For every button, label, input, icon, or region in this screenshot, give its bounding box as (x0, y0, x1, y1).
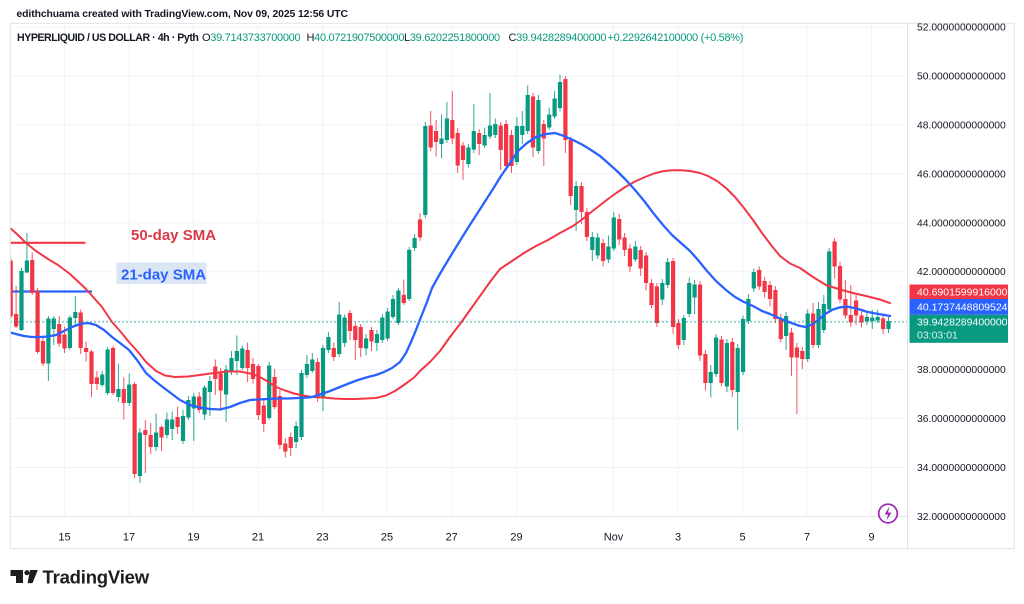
svg-text:39.9428289400000: 39.9428289400000 (917, 317, 1008, 329)
svg-text:9: 9 (868, 532, 874, 544)
svg-text:36.0000000000000: 36.0000000000000 (917, 414, 1006, 425)
svg-text:Nov: Nov (604, 532, 624, 544)
svg-text:34.0000000000000: 34.0000000000000 (917, 463, 1006, 474)
svg-text:40.6901599916000: 40.6901599916000 (917, 287, 1008, 299)
svg-text:edithchuama created with Tradi: edithchuama created with TradingView.com… (17, 9, 349, 20)
svg-text:29: 29 (510, 532, 522, 544)
svg-text:50-day SMA: 50-day SMA (131, 227, 216, 244)
svg-text:44.0000000000000: 44.0000000000000 (917, 218, 1006, 229)
svg-text:32.0000000000000: 32.0000000000000 (917, 512, 1006, 523)
svg-text:C39.9428289400000: C39.9428289400000 (509, 32, 607, 44)
svg-text:+0.2292642100000 (+0.58%): +0.2292642100000 (+0.58%) (608, 32, 744, 44)
svg-text:17: 17 (123, 532, 135, 544)
svg-text:50.0000000000000: 50.0000000000000 (917, 71, 1006, 82)
svg-text:7: 7 (804, 532, 810, 544)
svg-text:O39.7143733700000: O39.7143733700000 (202, 32, 300, 44)
svg-text:27: 27 (446, 532, 458, 544)
svg-text:21-day SMA: 21-day SMA (121, 267, 206, 284)
svg-text:42.0000000000000: 42.0000000000000 (917, 267, 1006, 278)
svg-text:TradingView: TradingView (43, 567, 150, 588)
svg-text:H40.0721907500000: H40.0721907500000 (307, 32, 405, 44)
svg-text:HYPERLIQUID / US DOLLAR · 4h ·: HYPERLIQUID / US DOLLAR · 4h · Pyth (17, 32, 198, 44)
svg-text:03:03:01: 03:03:01 (917, 330, 958, 342)
svg-text:52.0000000000000: 52.0000000000000 (917, 23, 1006, 34)
svg-text:L39.6202251800000: L39.6202251800000 (404, 32, 500, 44)
svg-text:5: 5 (739, 532, 745, 544)
svg-text:19: 19 (187, 532, 199, 544)
svg-text:48.0000000000000: 48.0000000000000 (917, 120, 1006, 131)
svg-text:40.1737448809524: 40.1737448809524 (917, 302, 1008, 314)
svg-text:38.0000000000000: 38.0000000000000 (917, 365, 1006, 376)
svg-text:23: 23 (316, 532, 328, 544)
svg-text:46.0000000000000: 46.0000000000000 (917, 169, 1006, 180)
svg-text:15: 15 (58, 532, 70, 544)
svg-text:3: 3 (675, 532, 681, 544)
svg-text:25: 25 (381, 532, 393, 544)
svg-text:21: 21 (252, 532, 264, 544)
